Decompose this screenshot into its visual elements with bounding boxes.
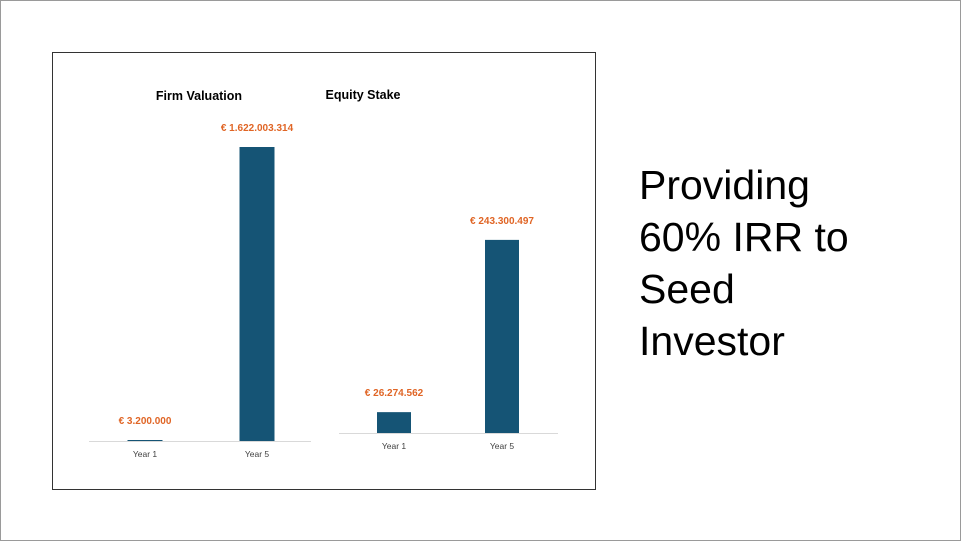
chart-1-bar-2 xyxy=(239,147,275,441)
slide-heading-line-3: Seed xyxy=(639,266,735,312)
slide-heading: Providing 60% IRR to Seed Investor xyxy=(639,159,939,367)
chart-1-title: Firm Valuation xyxy=(156,89,242,103)
chart-2-tick-label-1: Year 1 xyxy=(382,441,407,451)
slide-heading-line-2: 60% IRR to xyxy=(639,214,849,260)
chart-2-bar-2 xyxy=(485,239,519,433)
slide-heading-line-1: Providing xyxy=(639,162,810,208)
chart-1-tick-label-2: Year 5 xyxy=(245,449,270,459)
chart-1-value-label-1: € 3.200.000 xyxy=(119,416,172,427)
chart-2-value-label-2: € 243.300.497 xyxy=(470,216,534,227)
chart-2-bar-1 xyxy=(377,412,411,433)
chart-1-value-label-2: € 1.622.003.314 xyxy=(221,123,294,134)
chart-1-tick-label-1: Year 1 xyxy=(133,449,158,459)
chart-frame: Firm Valuation € 3.200.000 Year 1 € 1.622.0… xyxy=(52,52,596,490)
charts-svg: Firm Valuation € 3.200.000 Year 1 € 1.622.0… xyxy=(89,88,558,459)
chart-2-value-label-1: € 26.274.562 xyxy=(365,388,424,399)
chart-2-title: Equity Stake xyxy=(325,88,400,102)
chart-2-tick-label-2: Year 5 xyxy=(490,441,515,451)
chart-1-bar-1 xyxy=(127,440,163,441)
slide-heading-line-4: Investor xyxy=(639,318,785,364)
